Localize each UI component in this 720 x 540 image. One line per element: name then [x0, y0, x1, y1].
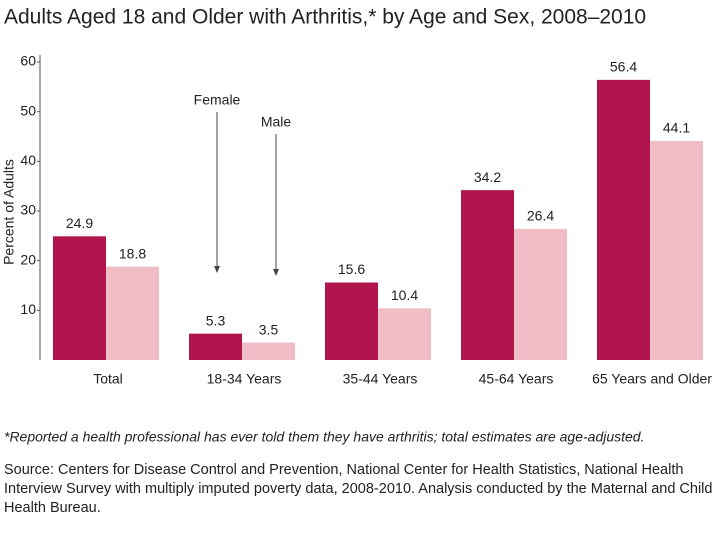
bar: [106, 266, 159, 360]
bar: [242, 342, 295, 360]
female-arrowhead: [214, 266, 220, 273]
value-label: 44.1: [663, 120, 690, 136]
y-tick-label: 40: [20, 152, 36, 168]
annotation-female: Female: [194, 92, 241, 108]
male-arrowhead: [273, 269, 279, 276]
y-tick-label: 30: [20, 202, 36, 218]
x-tick-label: 35-44 Years: [343, 371, 418, 387]
value-label: 24.9: [66, 215, 93, 231]
y-tick-label: 50: [20, 102, 36, 118]
value-label: 18.8: [119, 245, 146, 261]
value-label: 3.5: [259, 321, 279, 337]
value-label: 10.4: [391, 287, 418, 303]
bar: [53, 236, 106, 360]
annotation-male: Male: [261, 114, 292, 130]
bar: [378, 308, 431, 360]
x-tick-label: 45-64 Years: [479, 371, 554, 387]
y-axis-title: Percent of Adults: [1, 159, 17, 265]
bar: [597, 79, 650, 360]
value-label: 26.4: [527, 208, 554, 224]
value-label: 5.3: [206, 312, 226, 328]
y-tick-label: 20: [20, 251, 36, 267]
bar: [514, 228, 567, 360]
y-tick-label: 60: [20, 53, 36, 69]
source-line: Health Bureau.: [4, 500, 101, 516]
bar: [650, 140, 703, 360]
y-tick-label: 10: [20, 301, 36, 317]
x-tick-label: 65 Years and Older: [592, 371, 712, 387]
source-line: Interview Survey with multiply imputed p…: [4, 481, 712, 497]
bar: [325, 282, 378, 360]
value-label: 34.2: [474, 169, 501, 185]
x-tick-label: Total: [93, 371, 123, 387]
chart-title: Adults Aged 18 and Older with Arthritis,…: [4, 6, 646, 29]
value-label: 56.4: [610, 59, 637, 75]
x-tick-label: 18-34 Years: [207, 371, 282, 387]
value-label: 15.6: [338, 261, 365, 277]
footnote: *Reported a health professional has ever…: [4, 429, 644, 445]
source-line: Source: Centers for Disease Control and …: [4, 462, 683, 478]
bar: [189, 333, 242, 360]
bar: [461, 190, 514, 360]
